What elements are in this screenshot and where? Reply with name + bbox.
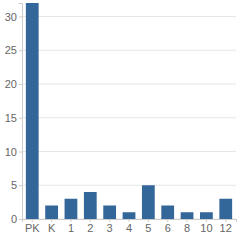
grid-line xyxy=(22,151,236,152)
x-tick-label: 4 xyxy=(126,222,132,234)
x-tick-label: 12 xyxy=(220,222,232,234)
x-tick: 2 xyxy=(87,219,93,234)
y-tick: 5 xyxy=(11,179,22,191)
y-tick-label: 20 xyxy=(5,78,17,90)
bar xyxy=(26,3,39,219)
bar xyxy=(45,206,58,220)
y-tick: 30 xyxy=(5,11,22,23)
y-tick-mark xyxy=(19,152,22,153)
chart-container: 051015202530PKK12345681012 xyxy=(0,0,240,239)
plot: 051015202530PKK12345681012 xyxy=(5,3,237,234)
x-tick: 4 xyxy=(126,219,132,234)
y-tick: 20 xyxy=(5,78,22,90)
y-tick-mark xyxy=(19,50,22,51)
bars xyxy=(26,3,232,219)
grid-line xyxy=(22,84,236,85)
x-tick-label: 3 xyxy=(107,222,113,234)
bar xyxy=(84,192,97,219)
chart-svg: 051015202530PKK12345681012 xyxy=(0,0,240,239)
x-tick-label: K xyxy=(48,222,56,234)
y-tick: 0 xyxy=(11,213,22,225)
x-tick-label: 8 xyxy=(184,222,190,234)
y-axis: 0 5 10 15 20 25 30 xyxy=(5,4,23,226)
y-tick: 15 xyxy=(5,112,22,124)
grid-line xyxy=(22,185,236,186)
y-tick-mark xyxy=(19,84,22,85)
y-tick-label: 25 xyxy=(5,44,17,56)
x-tick-label: 5 xyxy=(145,222,151,234)
grid xyxy=(22,17,236,220)
x-tick: PK xyxy=(25,219,40,234)
y-tick-label: 15 xyxy=(5,112,17,124)
y-tick: 25 xyxy=(5,44,22,56)
y-tick-label: 5 xyxy=(11,179,17,191)
grid-line xyxy=(22,50,236,51)
x-axis: PKK12345681012 xyxy=(23,219,237,234)
x-tick-label: 6 xyxy=(165,222,171,234)
x-tick: 1 xyxy=(68,219,74,234)
x-tick: 3 xyxy=(107,219,113,234)
x-tick: 10 xyxy=(200,219,212,234)
x-tick: 12 xyxy=(220,219,232,234)
bar xyxy=(65,199,78,219)
y-tick-mark xyxy=(19,219,22,220)
x-tick-label: 1 xyxy=(68,222,74,234)
bar xyxy=(219,199,232,219)
x-tick-label: 10 xyxy=(200,222,212,234)
x-tick: K xyxy=(48,219,56,234)
grid-line xyxy=(22,16,236,17)
y-tick-label: 10 xyxy=(5,146,17,158)
x-tick-label: 2 xyxy=(87,222,93,234)
bar xyxy=(142,185,155,219)
x-tick: 5 xyxy=(145,219,151,234)
y-tick-label: 30 xyxy=(5,11,17,23)
y-axis-line xyxy=(19,4,23,220)
bar xyxy=(200,212,213,219)
y-tick-mark xyxy=(19,185,22,186)
y-tick: 10 xyxy=(5,146,22,158)
bar xyxy=(181,212,194,219)
y-tick-mark xyxy=(19,118,22,119)
x-tick: 8 xyxy=(184,219,190,234)
x-tick-label: PK xyxy=(25,222,40,234)
y-tick-label: 0 xyxy=(11,213,17,225)
grid-line xyxy=(22,117,236,118)
bar xyxy=(103,206,116,220)
y-tick-mark xyxy=(19,17,22,18)
x-tick: 6 xyxy=(165,219,171,234)
bar xyxy=(123,212,136,219)
bar xyxy=(161,206,174,220)
